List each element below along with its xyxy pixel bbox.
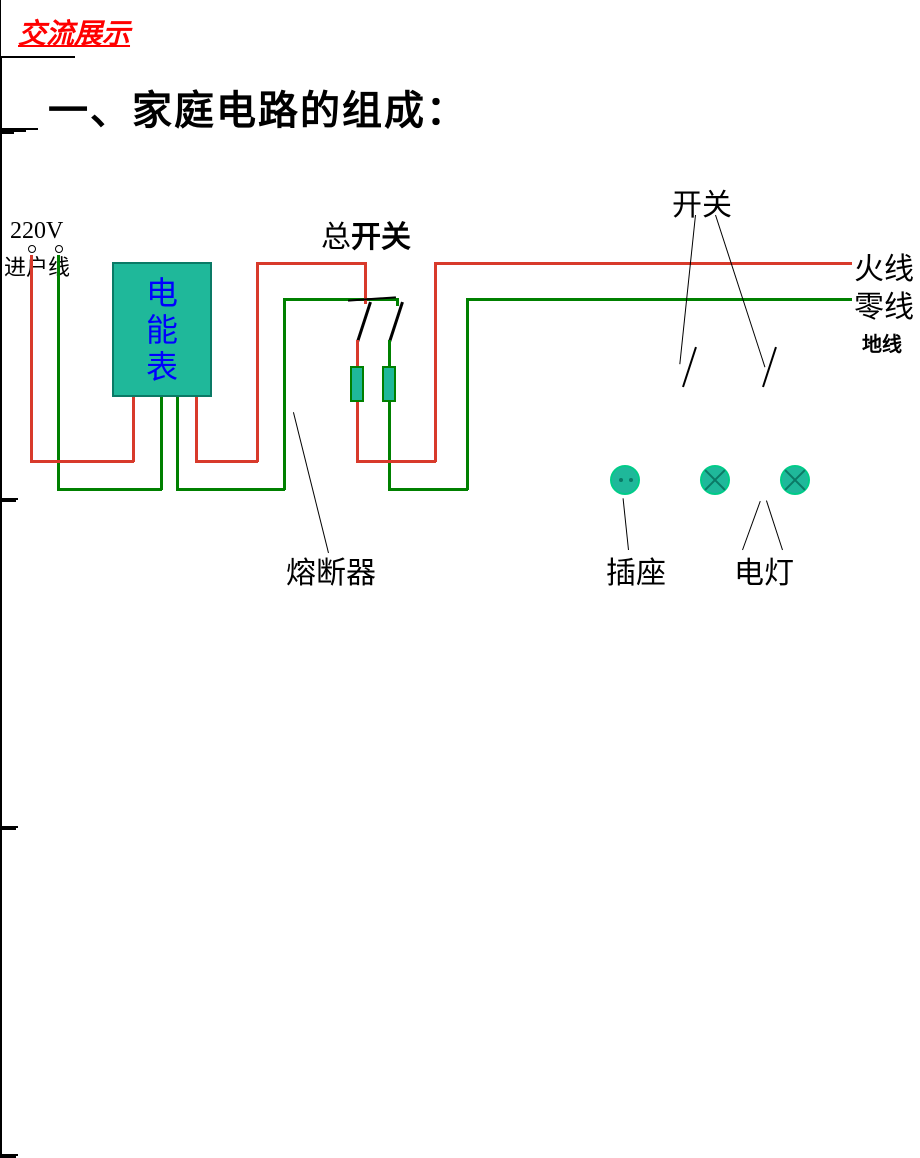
fuse-live xyxy=(350,366,364,402)
wire-live xyxy=(356,460,436,463)
branch-wire xyxy=(0,662,2,826)
incoming-line-label: 进户线 xyxy=(4,250,70,282)
wire-neutral xyxy=(388,402,391,490)
branch-wire xyxy=(0,582,2,662)
wire-neutral xyxy=(160,397,163,490)
ground-bar xyxy=(0,132,14,134)
ground-stem xyxy=(0,58,2,128)
title-link: 交流展示 xyxy=(18,12,130,52)
lead-line xyxy=(0,0,1,56)
lead-line xyxy=(623,498,629,550)
lead-line xyxy=(742,501,761,550)
wire-live xyxy=(356,402,359,462)
neutral-wire-label: 零线 xyxy=(854,282,914,326)
branch-wire xyxy=(0,502,2,582)
ground-wire-label: 地线 xyxy=(862,328,902,357)
wire-neutral-bus-bottom xyxy=(57,488,162,491)
socket-label: 插座 xyxy=(606,548,666,592)
wire-neutral xyxy=(176,397,179,490)
wire-neutral xyxy=(388,340,391,368)
branch-wire xyxy=(0,134,2,334)
socket-outlet xyxy=(610,465,640,495)
socket-dot xyxy=(629,478,633,482)
switch-label: 开关 xyxy=(672,180,732,224)
branch-wire xyxy=(0,990,2,1154)
meter-text: 电能表 xyxy=(146,275,178,385)
wire-live xyxy=(256,262,366,265)
main-switch-label: 总开关 xyxy=(321,212,411,256)
wire-live xyxy=(195,460,258,463)
wire-neutral xyxy=(57,255,60,490)
wire-live-bus xyxy=(434,262,852,265)
wire-live xyxy=(434,262,437,462)
input-terminal xyxy=(28,245,36,253)
energy-meter-label: 电能表 xyxy=(112,275,212,385)
fuse-neutral xyxy=(382,366,396,402)
lead-line xyxy=(715,215,765,367)
wire-neutral xyxy=(466,298,469,490)
branch-wire xyxy=(0,334,2,498)
wire-neutral xyxy=(396,298,399,306)
lead-line xyxy=(766,500,783,550)
wire-neutral xyxy=(176,488,285,491)
wire-live xyxy=(30,255,33,462)
lamp-bulb xyxy=(700,465,730,495)
branch-wire xyxy=(0,910,2,990)
wire-live xyxy=(356,340,359,368)
switch-blade xyxy=(682,347,697,388)
fuse-label: 熔断器 xyxy=(286,548,376,592)
wire-live xyxy=(195,397,198,462)
branch-wire xyxy=(0,500,16,502)
socket-dot xyxy=(619,478,623,482)
wire-live-bus-bottom xyxy=(30,460,134,463)
wire-neutral xyxy=(388,488,468,491)
voltage-label: 220V xyxy=(10,218,63,245)
branch-wire xyxy=(0,830,2,910)
section-heading: 一、家庭电路的组成： xyxy=(48,78,468,136)
wire-live xyxy=(256,262,259,462)
main-switch-blade xyxy=(388,302,404,343)
lead-line xyxy=(679,215,696,364)
wire-live xyxy=(132,397,135,462)
lamp-bulb xyxy=(780,465,810,495)
lamp-label: 电灯 xyxy=(734,548,794,592)
diagram-container: 交流展示 一、家庭电路的组成： 220V 进户线 电能表 总开关 开关 火线 零… xyxy=(0,0,920,690)
wire-neutral xyxy=(283,298,286,490)
wire-neutral-bus xyxy=(466,298,852,301)
lead-line xyxy=(293,412,329,553)
input-terminal xyxy=(55,245,63,253)
main-switch-blade xyxy=(356,302,372,343)
branch-wire xyxy=(0,828,16,830)
wire-ground xyxy=(0,56,75,58)
